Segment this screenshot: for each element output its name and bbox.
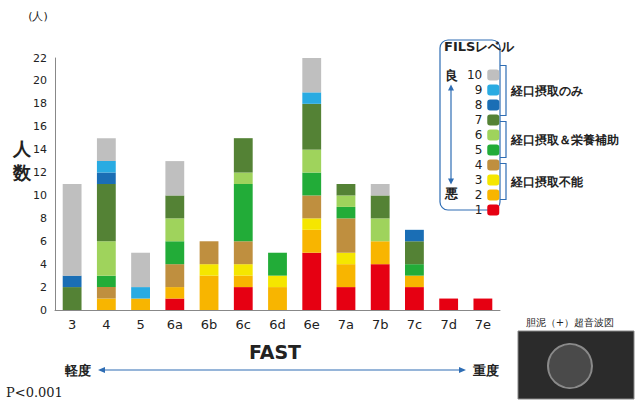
svg-text:10: 10 (467, 68, 482, 82)
svg-text:5: 5 (475, 143, 483, 157)
svg-text:4: 4 (475, 158, 483, 172)
svg-text:5: 5 (136, 317, 144, 332)
svg-text:12: 12 (33, 166, 47, 179)
svg-text:0: 0 (40, 304, 47, 317)
svg-text:2: 2 (40, 281, 47, 294)
svg-text:8: 8 (475, 98, 483, 112)
svg-text:(人): (人) (28, 10, 48, 23)
svg-text:6a: 6a (167, 317, 183, 332)
svg-text:4: 4 (102, 317, 110, 332)
svg-text:経口摂取不能: 経口摂取不能 (510, 175, 584, 189)
svg-text:1: 1 (475, 203, 483, 217)
svg-text:悪: 悪 (444, 186, 459, 201)
svg-text:胆泥（+）超音波図: 胆泥（+）超音波図 (526, 317, 614, 328)
svg-text:2: 2 (475, 188, 483, 202)
svg-text:7c: 7c (407, 317, 422, 332)
svg-text:8: 8 (40, 212, 47, 225)
svg-text:20: 20 (33, 74, 47, 87)
svg-text:良: 良 (445, 68, 458, 83)
svg-text:3: 3 (475, 173, 483, 187)
svg-text:6e: 6e (304, 317, 320, 332)
svg-text:4: 4 (40, 258, 47, 271)
svg-text:16: 16 (33, 120, 47, 133)
svg-text:6b: 6b (201, 317, 218, 332)
svg-text:FILSレベル: FILSレベル (444, 39, 515, 54)
svg-text:6d: 6d (269, 317, 286, 332)
svg-text:経口摂取のみ: 経口摂取のみ (510, 84, 583, 98)
svg-text:10: 10 (33, 189, 47, 202)
svg-text:FAST: FAST (249, 341, 301, 363)
svg-text:9: 9 (475, 83, 483, 97)
svg-text:3: 3 (68, 317, 76, 332)
svg-text:7: 7 (475, 113, 483, 127)
svg-text:重度: 重度 (472, 363, 499, 378)
svg-text:P<0.001: P<0.001 (6, 385, 63, 400)
svg-text:7a: 7a (338, 317, 354, 332)
svg-text:14: 14 (33, 143, 47, 156)
svg-text:7d: 7d (440, 317, 457, 332)
svg-text:7e: 7e (475, 317, 491, 332)
svg-text:経口摂取＆栄養補助: 経口摂取＆栄養補助 (510, 133, 619, 147)
svg-text:7b: 7b (372, 317, 389, 332)
svg-text:人: 人 (12, 138, 32, 159)
svg-text:軽度: 軽度 (64, 363, 91, 378)
svg-text:22: 22 (33, 52, 47, 65)
svg-text:6: 6 (40, 235, 47, 248)
svg-text:6c: 6c (236, 317, 251, 332)
svg-text:18: 18 (33, 97, 47, 110)
svg-text:数: 数 (12, 162, 32, 183)
svg-text:6: 6 (475, 128, 483, 142)
